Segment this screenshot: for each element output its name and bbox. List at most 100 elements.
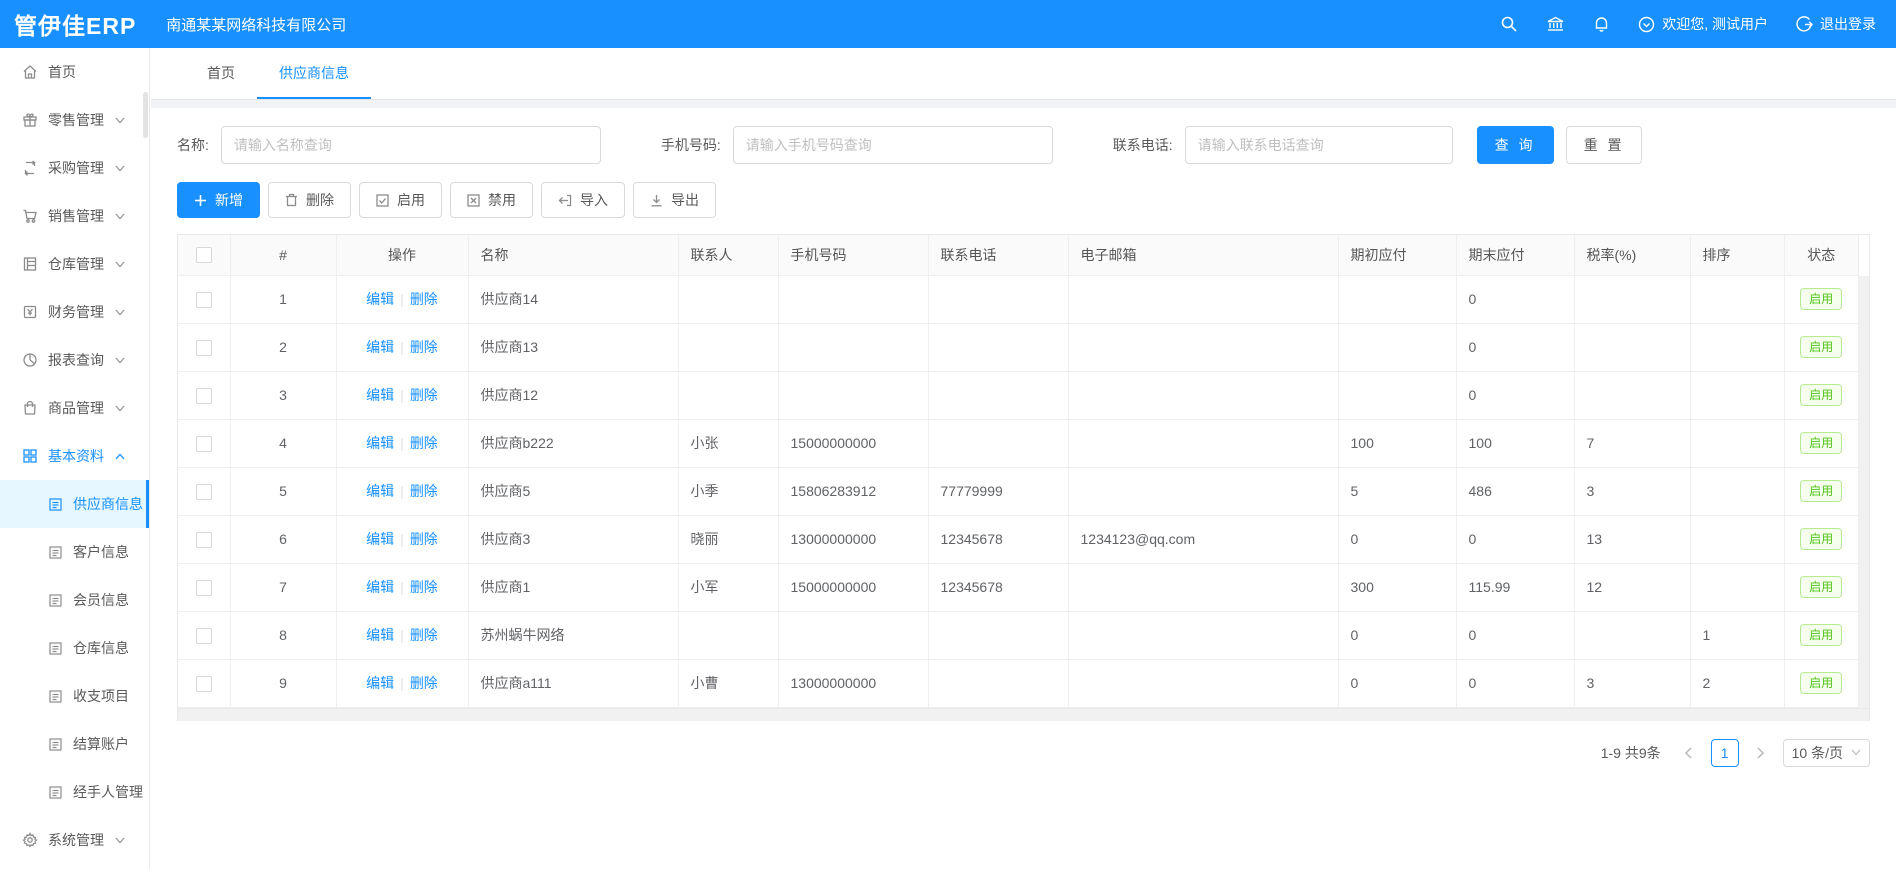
add-button[interactable]: 新增 (177, 182, 260, 218)
delete-link[interactable]: 删除 (409, 435, 438, 451)
edit-link[interactable]: 编辑 (366, 579, 395, 595)
bell-icon[interactable] (1593, 15, 1610, 33)
pagination: 1-9 共9条 1 10 条/页 (177, 738, 1870, 767)
enable-button[interactable]: 启用 (359, 182, 442, 218)
sidebar-item-supplier-info[interactable]: 供应商信息 (0, 480, 149, 528)
tab-home[interactable]: 首页 (185, 48, 257, 99)
delete-link[interactable]: 删除 (409, 387, 438, 403)
table-row: 3 编辑 | 删除 供应商12 0 启用 (178, 371, 1859, 420)
delete-link[interactable]: 删除 (409, 675, 438, 691)
edit-link[interactable]: 编辑 (366, 387, 395, 403)
column-header-11: 状态 (1784, 235, 1859, 276)
edit-link[interactable]: 编辑 (366, 291, 395, 307)
cell-contact: 小曹 (678, 659, 779, 708)
sidebar-item-customer-info[interactable]: 客户信息 (0, 528, 149, 576)
edit-link[interactable]: 编辑 (366, 435, 395, 451)
logout-button[interactable]: 退出登录 (1796, 14, 1876, 34)
mobile-filter-input[interactable] (732, 126, 1053, 164)
edit-link[interactable]: 编辑 (366, 483, 395, 499)
delete-link[interactable]: 删除 (409, 339, 438, 355)
sidebar-item-warehouse[interactable]: 仓库管理 (0, 240, 149, 288)
prev-page-button[interactable] (1677, 739, 1701, 767)
delete-button[interactable]: 删除 (268, 182, 351, 218)
row-checkbox[interactable] (195, 291, 212, 308)
delete-link[interactable]: 删除 (409, 291, 438, 307)
sidebar-item-report[interactable]: 报表查询 (0, 336, 149, 384)
row-checkbox[interactable] (195, 435, 212, 452)
name-filter-input[interactable] (220, 126, 601, 164)
sidebar-item-retail[interactable]: 零售管理 (0, 96, 149, 144)
sidebar-item-label: 会员信息 (73, 592, 129, 608)
select-all-checkbox[interactable] (195, 247, 212, 264)
page-number-button[interactable]: 1 (1710, 738, 1739, 767)
sidebar-item-label: 收支项目 (73, 688, 129, 704)
page-size-select[interactable]: 10 条/页 (1782, 738, 1870, 767)
x-square-icon (467, 193, 480, 207)
toolbar: 新增 删除 启用 禁用 导入 (177, 182, 1870, 218)
table-horizontal-scrollbar[interactable] (178, 707, 1869, 721)
sidebar-item-system[interactable]: 系统管理 (0, 816, 149, 864)
sidebar-item-member-info[interactable]: 会员信息 (0, 576, 149, 624)
cell-closing: 100 (1456, 419, 1575, 468)
delete-link[interactable]: 删除 (409, 627, 438, 643)
sidebar-item-goods[interactable]: 商品管理 (0, 384, 149, 432)
delete-link[interactable]: 删除 (409, 579, 438, 595)
table-vertical-scrollbar[interactable] (1859, 276, 1869, 708)
table-row: 1 编辑 | 删除 供应商14 0 启用 (178, 275, 1859, 324)
tab-supplier-info[interactable]: 供应商信息 (257, 48, 371, 99)
edit-link[interactable]: 编辑 (366, 339, 395, 355)
reset-button[interactable]: 重 置 (1565, 126, 1643, 164)
chevron-down-icon (1851, 749, 1861, 756)
sidebar-item-warehouse-info[interactable]: 仓库信息 (0, 624, 149, 672)
row-index: 4 (230, 419, 337, 468)
disable-button[interactable]: 禁用 (450, 182, 533, 218)
column-header-0: # (230, 235, 337, 276)
cell-email (1068, 611, 1339, 660)
edit-link[interactable]: 编辑 (366, 675, 395, 691)
sidebar-item-handler-management[interactable]: 经手人管理 (0, 768, 149, 816)
import-button[interactable]: 导入 (541, 182, 625, 218)
user-menu[interactable]: 欢迎您, 测试用户 (1638, 14, 1768, 34)
sidebar-item-income-expense[interactable]: 收支项目 (0, 672, 149, 720)
cell-contact (678, 371, 779, 420)
row-checkbox[interactable] (195, 531, 212, 548)
cell-tel: 77779999 (928, 467, 1069, 516)
cell-contact: 晓丽 (678, 515, 779, 564)
row-index: 7 (230, 563, 337, 612)
next-page-button[interactable] (1749, 739, 1773, 767)
sidebar-item-home[interactable]: 首页 (0, 48, 149, 96)
export-icon (650, 194, 663, 207)
sidebar-item-purchase[interactable]: 采购管理 (0, 144, 149, 192)
sidebar-item-label: 供应商信息 (73, 496, 143, 512)
search-button[interactable]: 查 询 (1476, 126, 1554, 164)
row-checkbox[interactable] (195, 387, 212, 404)
filter-group-tel: 联系电话: (1113, 126, 1477, 164)
sidebar-item-sales[interactable]: 销售管理 (0, 192, 149, 240)
row-checkbox[interactable] (195, 675, 212, 692)
cell-email (1068, 659, 1339, 708)
op-divider: | (400, 531, 404, 547)
row-checkbox[interactable] (195, 627, 212, 644)
delete-link[interactable]: 删除 (409, 483, 438, 499)
row-checkbox[interactable] (195, 339, 212, 356)
sidebar-scrollbar[interactable] (143, 92, 148, 138)
op-divider: | (400, 483, 404, 499)
bank-icon[interactable] (1546, 15, 1565, 33)
edit-link[interactable]: 编辑 (366, 627, 395, 643)
cell-closing: 0 (1456, 323, 1575, 372)
sidebar-item-basic[interactable]: 基本资料 (0, 432, 149, 480)
delete-link[interactable]: 删除 (409, 531, 438, 547)
op-divider: | (400, 339, 404, 355)
tel-filter-input[interactable] (1184, 126, 1453, 164)
row-checkbox[interactable] (195, 579, 212, 596)
export-button[interactable]: 导出 (633, 182, 716, 218)
sidebar-item-finance[interactable]: 财务管理 (0, 288, 149, 336)
cell-email (1068, 371, 1339, 420)
cell-sort (1690, 323, 1785, 372)
search-icon[interactable] (1500, 15, 1518, 33)
cell-mobile: 15806283912 (778, 467, 929, 516)
edit-link[interactable]: 编辑 (366, 531, 395, 547)
sidebar-item-settlement-account[interactable]: 结算账户 (0, 720, 149, 768)
status-badge: 启用 (1800, 288, 1843, 310)
row-checkbox[interactable] (195, 483, 212, 500)
